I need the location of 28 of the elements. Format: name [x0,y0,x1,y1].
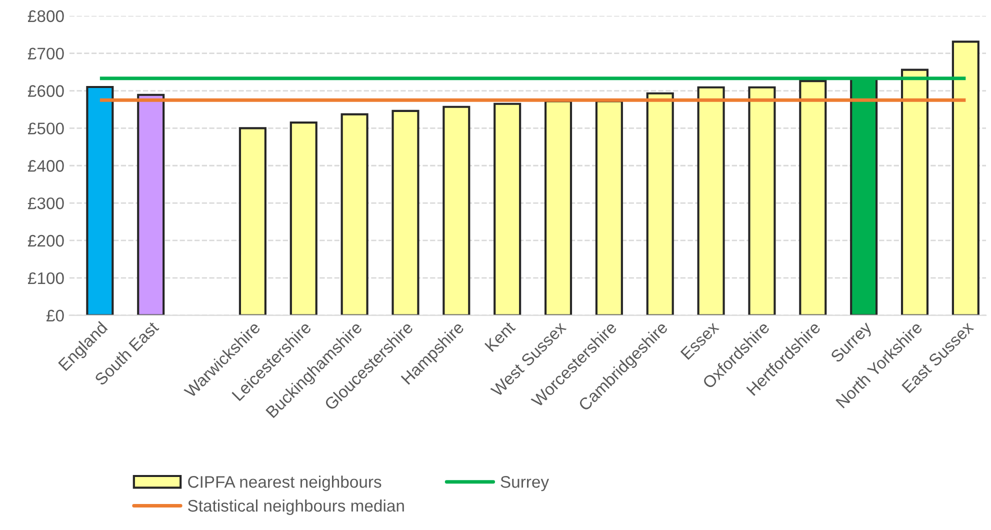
bar [799,80,827,316]
bar [952,40,980,316]
bar [137,94,165,316]
bar [697,86,725,316]
y-tick-label: £700 [28,48,64,60]
bar [900,68,929,316]
y-tick-label: £300 [28,197,64,210]
bar [392,110,420,316]
legend-label: Surrey [500,476,550,492]
bar [340,113,368,316]
bar [290,122,318,316]
y-tick-label: £200 [28,234,64,247]
bar [595,100,623,316]
bar [646,92,674,316]
bar [86,86,114,316]
y-tick-label: £400 [28,160,64,172]
y-tick-label: £100 [28,272,64,284]
y-tick-label: £0 [46,310,64,322]
bar [238,127,266,316]
legend-label: CIPFA nearest neighbours [188,476,382,492]
legend-label: Statistical neighbours median [188,499,404,515]
bar [494,102,522,316]
bar [442,106,470,316]
y-tick-label: £600 [28,85,64,97]
bar [544,100,572,316]
y-tick-label: £800 [28,10,64,22]
y-tick-label: £500 [28,122,64,134]
bar [748,86,776,316]
